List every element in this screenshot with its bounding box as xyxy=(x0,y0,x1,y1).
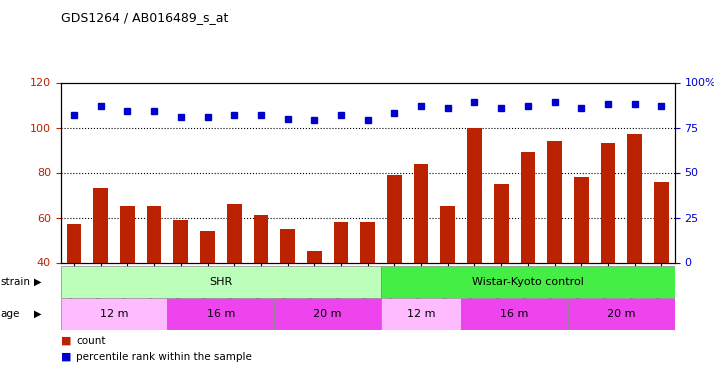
Bar xyxy=(381,266,675,298)
Text: count: count xyxy=(76,336,106,345)
Bar xyxy=(381,298,461,330)
Bar xyxy=(361,222,375,262)
Bar xyxy=(274,298,381,330)
Bar xyxy=(413,164,428,262)
Bar xyxy=(200,231,215,262)
Text: ■: ■ xyxy=(61,352,71,362)
Bar xyxy=(66,224,81,262)
Text: 12 m: 12 m xyxy=(100,309,129,319)
Text: ▶: ▶ xyxy=(34,309,42,319)
Text: 20 m: 20 m xyxy=(313,309,342,319)
Text: age: age xyxy=(1,309,20,319)
Bar xyxy=(147,206,161,262)
Bar xyxy=(521,152,536,262)
Bar xyxy=(333,222,348,262)
Text: percentile rank within the sample: percentile rank within the sample xyxy=(76,352,252,362)
Bar xyxy=(654,182,669,262)
Bar xyxy=(307,251,322,262)
Bar xyxy=(61,298,168,330)
Bar xyxy=(600,143,615,262)
Bar xyxy=(281,229,295,262)
Bar xyxy=(253,215,268,262)
Bar xyxy=(227,204,241,262)
Bar xyxy=(94,188,108,262)
Bar xyxy=(441,206,455,262)
Text: Wistar-Kyoto control: Wistar-Kyoto control xyxy=(472,277,584,287)
Bar xyxy=(467,128,482,262)
Bar xyxy=(494,184,508,262)
Bar xyxy=(461,298,568,330)
Text: ▶: ▶ xyxy=(34,277,42,287)
Bar xyxy=(174,220,188,262)
Text: 16 m: 16 m xyxy=(206,309,235,319)
Bar xyxy=(568,298,675,330)
Bar xyxy=(168,298,274,330)
Bar xyxy=(547,141,562,262)
Bar xyxy=(120,206,135,262)
Text: 16 m: 16 m xyxy=(501,309,529,319)
Text: SHR: SHR xyxy=(209,277,233,287)
Bar xyxy=(387,175,402,262)
Text: strain: strain xyxy=(1,277,31,287)
Text: 20 m: 20 m xyxy=(607,309,635,319)
Text: ■: ■ xyxy=(61,336,71,345)
Bar xyxy=(61,266,381,298)
Bar xyxy=(628,134,642,262)
Text: GDS1264 / AB016489_s_at: GDS1264 / AB016489_s_at xyxy=(61,11,228,24)
Bar xyxy=(574,177,588,262)
Text: 12 m: 12 m xyxy=(407,309,436,319)
